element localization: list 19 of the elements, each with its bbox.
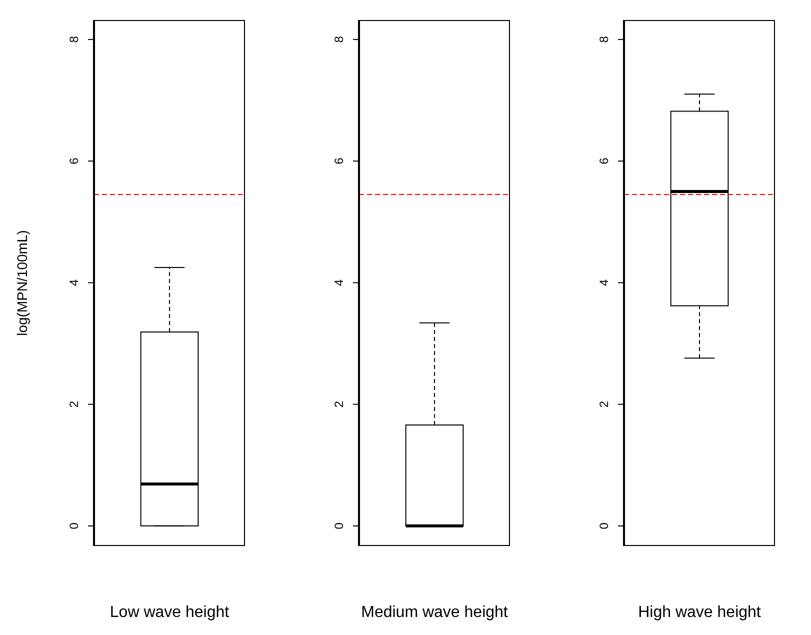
y-tick-label: 8 [332,36,346,43]
y-tick-label: 8 [597,36,611,43]
y-axis-title: log(MPN/100mL) [14,230,30,336]
y-tick-label: 4 [332,279,346,286]
y-tick-label: 0 [67,522,81,530]
y-tick-label: 2 [67,400,81,408]
x-axis-title: Medium wave height [360,604,509,622]
y-tick-label: 4 [597,279,611,286]
y-tick-label: 2 [332,400,346,408]
y-tick-label: 2 [597,400,611,408]
y-tick-label: 0 [332,522,346,530]
x-axis-title: High wave height [637,604,762,622]
y-tick-label: 8 [67,36,81,43]
y-tick-label: 6 [67,157,81,164]
y-tick-label: 0 [597,522,611,530]
y-tick-label: 6 [332,157,346,164]
y-tick-label: 4 [67,279,81,286]
x-axis-title: Low wave height [108,604,230,622]
y-tick-label: 6 [597,157,611,164]
